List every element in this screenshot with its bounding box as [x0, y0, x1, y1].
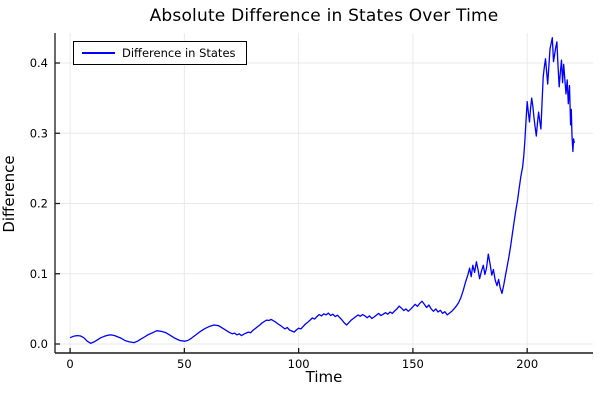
x-tick-label: 50 — [177, 357, 192, 371]
x-tick-label: 150 — [402, 357, 424, 371]
legend-box: Difference in States — [73, 41, 247, 65]
legend-line-sample-icon — [82, 52, 115, 54]
legend-series-label: Difference in States — [122, 46, 236, 60]
x-tick-label: 100 — [288, 357, 310, 371]
y-tick-label: 0.4 — [30, 56, 48, 70]
y-tick-label: 0.3 — [30, 126, 48, 140]
chart-title: Absolute Difference in States Over Time — [149, 6, 499, 26]
series-line — [69, 37, 575, 344]
y-tick-label: 0.0 — [30, 337, 48, 351]
y-tick-label: 0.2 — [30, 197, 48, 211]
y-axis-label: Difference — [0, 155, 18, 233]
y-tick-label: 0.1 — [30, 267, 48, 281]
x-tick-label: 0 — [66, 357, 73, 371]
x-axis-label: Time — [305, 368, 343, 386]
x-tick-label: 200 — [516, 357, 538, 371]
